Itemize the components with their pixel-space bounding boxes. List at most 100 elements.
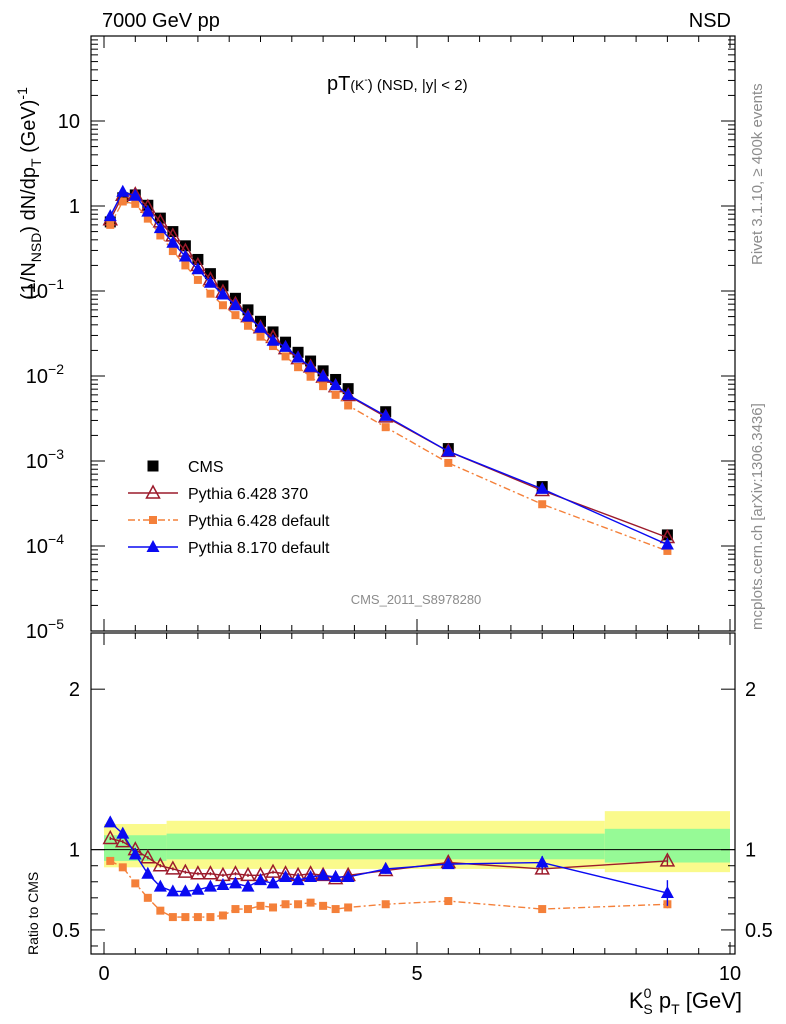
ratio-point-pythia-6-428-370: [534, 860, 550, 875]
ratio-point-pythia-8-170-default: [166, 884, 180, 897]
ratio-point-pythia-6-428-default: [281, 900, 290, 909]
ratio-point-pythia-8-170-default: [191, 882, 205, 895]
ratio-point-pythia-8-170-default: [304, 869, 318, 882]
tick-labels: 0 5 10 10 1 10−1 10−2 10−3 10−4 10−5 0.5 0.5 1 1 2 2: [26, 111, 773, 985]
point-pythia-6-428-default: [381, 423, 390, 432]
main-series-group: [102, 184, 676, 555]
point-pythia-6-428-default: [143, 214, 152, 223]
y-tick-label: 10−4: [26, 531, 64, 558]
x-axis-label-sup: 0: [644, 985, 652, 1001]
ratio-point-pythia-8-170-default: [228, 876, 242, 889]
point-pythia-8-170-default: [203, 275, 217, 288]
x-axis-label-tail: [GeV]: [680, 988, 742, 1013]
legend-marker-pythia-6-428-370: [145, 484, 161, 499]
x-axis-label-sub2: T: [671, 1001, 680, 1017]
point-pythia-6-428-default: [231, 311, 240, 320]
ratio-point-pythia-6-428-default: [538, 905, 547, 914]
legend-marker-pythia-6-428-default: [149, 516, 157, 524]
ratio-point-pythia-8-170-default: [153, 879, 167, 892]
point-pythia-8-170-default: [254, 320, 267, 333]
ratio-point-pythia-6-428-default: [193, 913, 202, 922]
point-pythia-6-428-default: [131, 199, 140, 208]
point-pythia-8-170-default: [191, 262, 205, 275]
point-cms: [179, 240, 191, 252]
ratio-point-pythia-6-428-370: [102, 829, 119, 845]
point-pythia-8-170-default: [266, 333, 280, 346]
point-pythia-6-428-default: [218, 301, 227, 310]
ratio-point-pythia-6-428-default: [256, 901, 265, 910]
point-pythia-8-170-default: [291, 350, 305, 363]
point-pythia-6-428-default: [106, 220, 115, 229]
ratio-y-axis-label: Ratio to CMS: [25, 872, 41, 955]
legend-label-pythia-6-428-370: Pythia 6.428 370: [188, 486, 308, 503]
ratio-point-pythia-6-428-370: [152, 857, 169, 872]
ratio-point-pythia-6-428-default: [118, 863, 127, 872]
ratio-y-tick-label-right: 2: [745, 679, 756, 701]
x-tick-label: 5: [411, 963, 422, 985]
ratio-point-pythia-6-428-default: [381, 900, 390, 909]
ratio-point-pythia-6-428-370: [177, 863, 194, 878]
point-pythia-8-170-default: [279, 339, 293, 352]
legend-label-cms: CMS: [188, 459, 224, 476]
point-pythia-8-170-default: [304, 359, 318, 372]
source-label: mcplots.cern.ch [arXiv:1306.3436]: [749, 403, 766, 630]
ratio-point-pythia-8-170-default: [279, 869, 293, 882]
ratio-point-pythia-8-170-default: [103, 815, 117, 828]
y-axis-label-sup: -1: [14, 87, 30, 100]
point-pythia-8-170-default: [341, 387, 355, 400]
green-band-1: [166, 833, 605, 860]
x-axis-label-base: K: [629, 988, 644, 1013]
ratio-y-tick-label: 1: [69, 840, 80, 862]
x-axis-label: K0 S pT [GeV]: [629, 985, 742, 1017]
ratio-point-pythia-6-428-370: [190, 865, 206, 880]
ratio-point-pythia-6-428-default: [269, 903, 278, 912]
point-pythia-8-170-default: [329, 378, 343, 391]
point-pythia-8-170-default: [316, 369, 330, 382]
ratio-point-pythia-6-428-370: [140, 849, 156, 864]
point-pythia-6-428-default: [206, 289, 215, 298]
point-pythia-8-170-default: [141, 204, 155, 217]
ratio-point-pythia-8-170-default: [316, 868, 330, 881]
ratio-y-tick-label-right: 0.5: [745, 920, 773, 942]
y-axis-label-part1: (1/N: [18, 262, 40, 300]
legend-label-pythia-8-170-default: Pythia 8.170 default: [188, 540, 330, 557]
point-pythia-6-428-default: [118, 197, 127, 206]
ratio-point-pythia-6-428-default: [231, 905, 240, 914]
y-axis-label-part2: ) dN/dp: [18, 167, 40, 233]
ratio-point-pythia-6-428-default: [181, 913, 190, 922]
ratio-y-tick-label-right: 1: [745, 840, 756, 862]
point-pythia-6-428-default: [331, 390, 340, 399]
ratio-point-pythia-6-428-370: [115, 833, 131, 848]
plot-title-main: pT: [327, 73, 350, 95]
ratio-point-pythia-6-428-default: [294, 900, 303, 909]
energy-label: 7000 GeV pp: [102, 10, 220, 32]
ratio-point-pythia-8-170-default: [241, 879, 255, 892]
ratio-point-pythia-6-428-default: [243, 905, 252, 914]
ratio-point-pythia-6-428-default: [319, 901, 328, 910]
y-tick-label: 10−5: [26, 616, 64, 643]
ratio-point-pythia-8-170-default: [379, 861, 393, 874]
point-pythia-6-428-default: [256, 332, 265, 341]
y-tick-label: 10−1: [26, 276, 64, 303]
ratio-point-pythia-6-428-default: [444, 897, 453, 906]
process-label: NSD: [689, 10, 731, 32]
point-pythia-8-170-default: [241, 309, 255, 322]
y-axis-label-sub: NSD: [28, 233, 44, 263]
point-pythia-6-428-default: [168, 247, 177, 256]
x-tick-label: 10: [719, 963, 741, 985]
y-tick-label: 10: [58, 111, 80, 133]
point-pythia-6-428-default: [243, 321, 252, 330]
point-pythia-6-428-default: [181, 261, 190, 270]
ratio-line-pythia-6-428-default: [109, 860, 668, 918]
ratio-y-tick-label: 2: [69, 679, 80, 701]
ratio-y-tick-label: 0.5: [52, 920, 80, 942]
x-axis-label-sub: S: [643, 1001, 652, 1017]
point-pythia-6-428-default: [281, 352, 290, 361]
ratio-point-pythia-8-170-default: [341, 869, 355, 882]
legend-marker-cms: [147, 460, 159, 472]
plot-title-tail: ) (NSD, |y| < 2): [368, 77, 468, 94]
ratio-panel-frame: [90, 632, 736, 955]
point-pythia-8-170-default: [441, 444, 455, 457]
point-cms: [154, 212, 166, 224]
y-tick-label: 10−3: [26, 446, 64, 473]
